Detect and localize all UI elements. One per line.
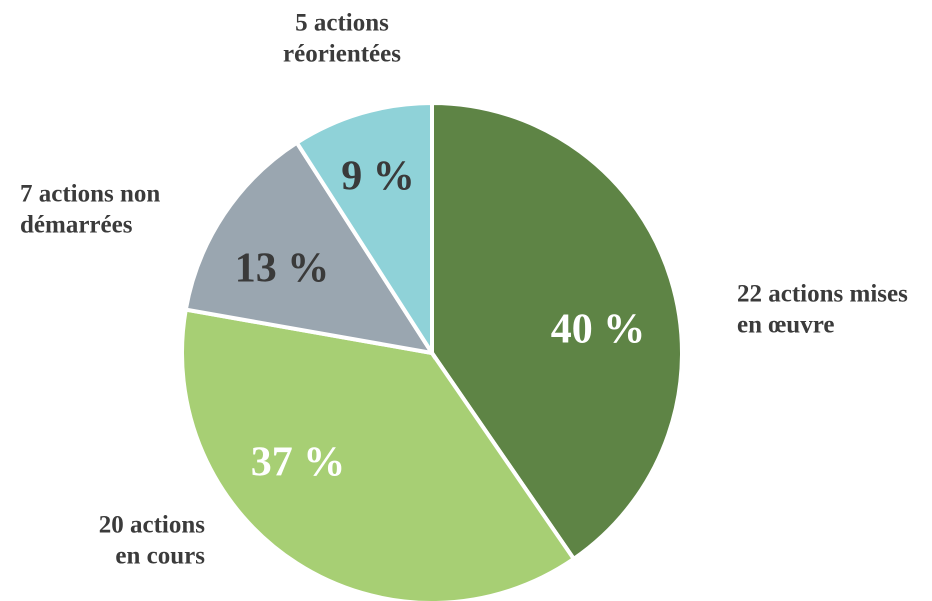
category-label: 22 actions mises bbox=[737, 281, 908, 308]
category-label: 20 actions bbox=[99, 512, 206, 539]
pie-slice bbox=[430, 100, 684, 562]
category-label: 5 actions bbox=[295, 10, 389, 37]
pie-slice bbox=[183, 139, 437, 356]
value-label: 37 % bbox=[251, 440, 346, 486]
category-label: réorientées bbox=[283, 41, 401, 68]
pie-slice bbox=[180, 307, 577, 601]
value-label: 40 % bbox=[551, 307, 646, 353]
value-label: 9 % bbox=[341, 154, 415, 200]
pie-slice bbox=[294, 100, 434, 360]
category-label: démarrées bbox=[20, 212, 133, 239]
category-label: 7 actions non bbox=[20, 181, 160, 208]
value-label: 13 % bbox=[235, 246, 330, 292]
category-label: en cours bbox=[115, 543, 205, 570]
category-label: en œuvre bbox=[737, 312, 834, 339]
